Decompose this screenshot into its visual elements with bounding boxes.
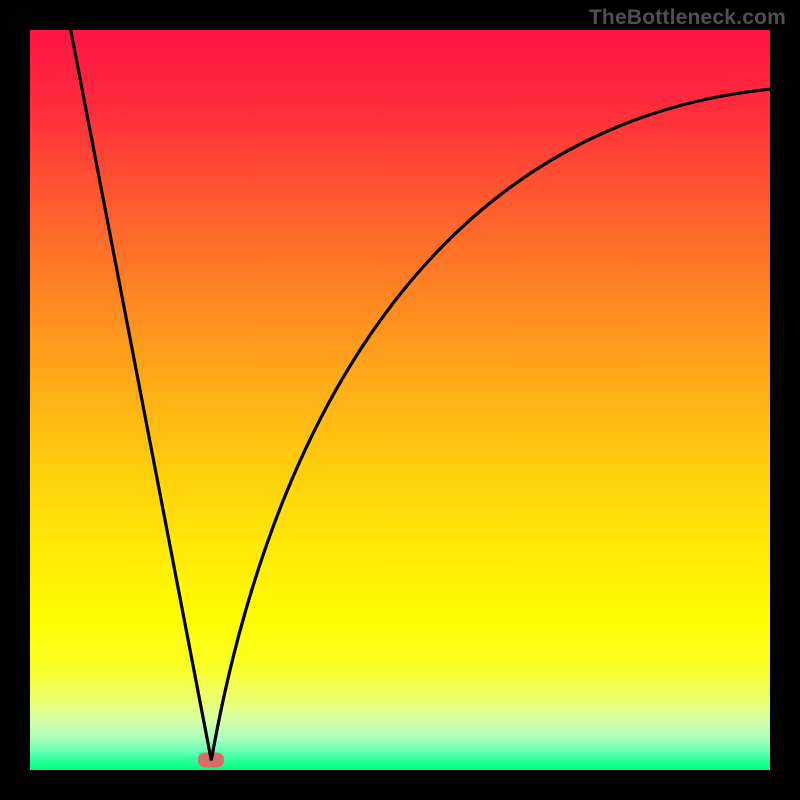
plot-area [30,30,770,770]
chart-container: TheBottleneck.com [0,0,800,800]
bottleneck-curve [30,30,770,770]
watermark-text: TheBottleneck.com [589,6,786,30]
